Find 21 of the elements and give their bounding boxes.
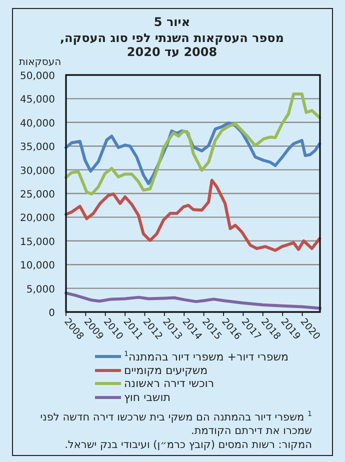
y-axis-title: העסקאות	[18, 57, 62, 68]
line-series	[64, 92, 322, 196]
y-tick-label: 5,000	[26, 284, 55, 296]
legend-label: משקיעים מקומיים	[124, 364, 208, 376]
y-tick-label: 45,000	[20, 94, 55, 106]
legend-label: רוכשי דירה ראשונה	[124, 377, 214, 390]
y-tick-label: 30,000	[20, 166, 55, 177]
y-tick-label: 25,000	[20, 190, 55, 200]
line-series	[64, 292, 322, 310]
y-tick-label: 20,000	[20, 213, 55, 224]
y-tick-label: 15,000	[20, 236, 55, 248]
y-tick-label: 10,000	[20, 260, 55, 272]
chart-subtitle: מספר העסקאות השנתי לפי סוג העסקה, 2008 עד 2020	[60, 31, 284, 59]
y-tick-label: 50,000	[20, 71, 55, 82]
y-tick-label: 40,000	[20, 118, 55, 130]
line-series	[64, 178, 322, 252]
y-tick-label: 35,000	[20, 142, 55, 154]
chart-title: איור 5	[154, 15, 190, 29]
y-tick-label: 0	[48, 308, 55, 319]
legend-label: תושבי חוץ	[124, 390, 170, 404]
text: המקור: רשות המסים (קובץ כרמ״ן) ועיבודי בנק ישראל.	[64, 439, 312, 452]
